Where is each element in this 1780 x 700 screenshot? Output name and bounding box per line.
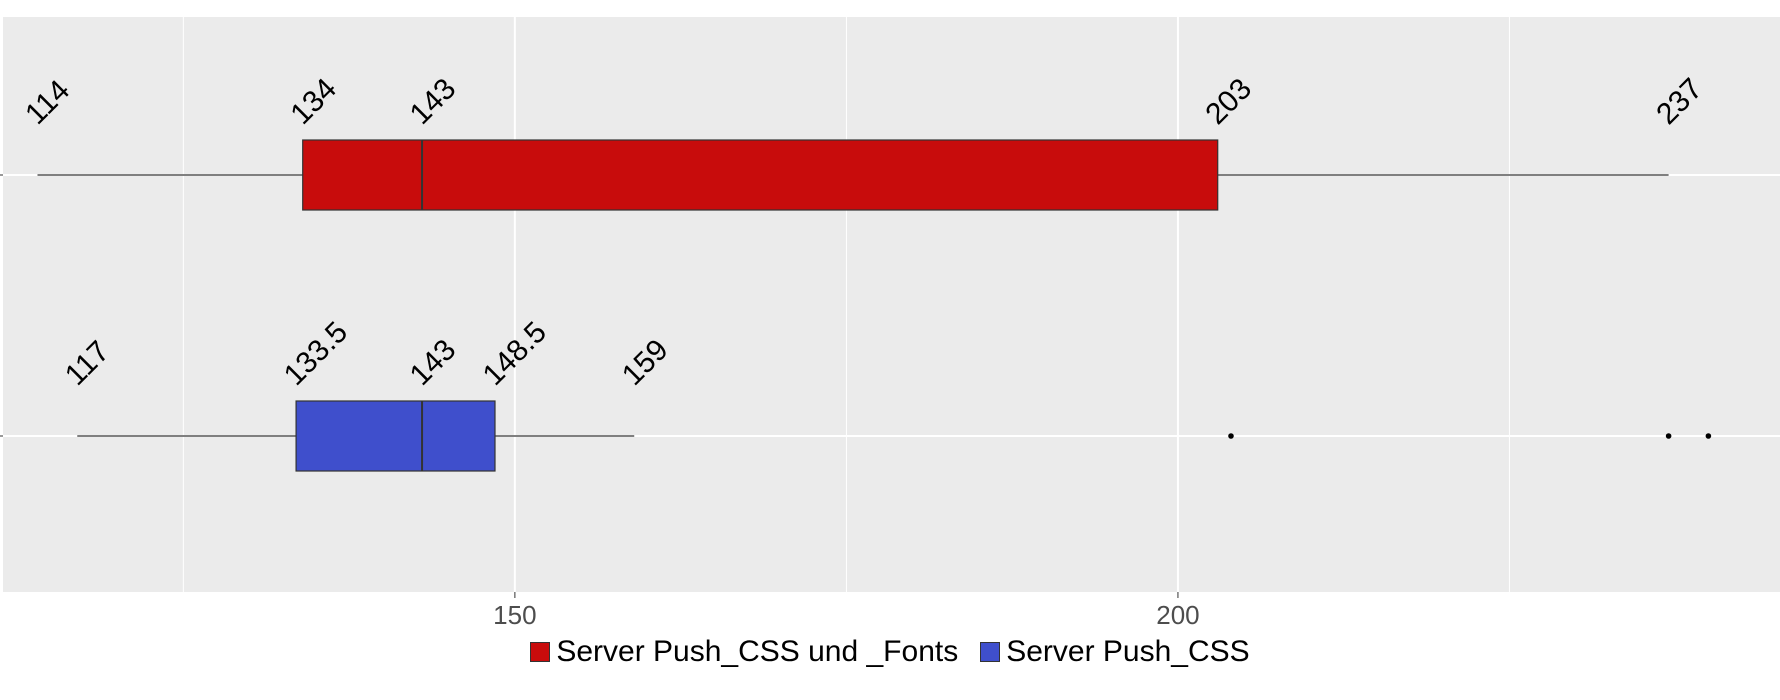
x-tick-label: 200 — [1156, 600, 1199, 630]
box-iqr — [302, 139, 1219, 211]
legend-item-fonts: Server Push_CSS und _Fonts — [530, 635, 958, 669]
legend: Server Push_CSS und _Fonts Server Push_C… — [0, 632, 1780, 672]
legend-label-fonts: Server Push_CSS und _Fonts — [556, 635, 959, 668]
outlier-point — [1665, 433, 1672, 439]
plot-panel — [3, 17, 1780, 592]
outlier-point — [1228, 433, 1234, 439]
minor-gridlines — [182, 17, 1510, 592]
y-axis-ticks — [0, 174, 3, 437]
box-iqr — [295, 400, 496, 472]
legend-key-fonts — [530, 642, 551, 662]
legend-key-css — [980, 642, 1001, 662]
legend-label-css: Server Push_CSS — [1006, 635, 1250, 668]
x-tick-label: 150 — [493, 600, 536, 630]
legend-item-css: Server Push_CSS — [980, 635, 1250, 669]
x-axis-ticks: 150 200 — [493, 592, 1200, 630]
outlier-point — [1705, 433, 1712, 439]
